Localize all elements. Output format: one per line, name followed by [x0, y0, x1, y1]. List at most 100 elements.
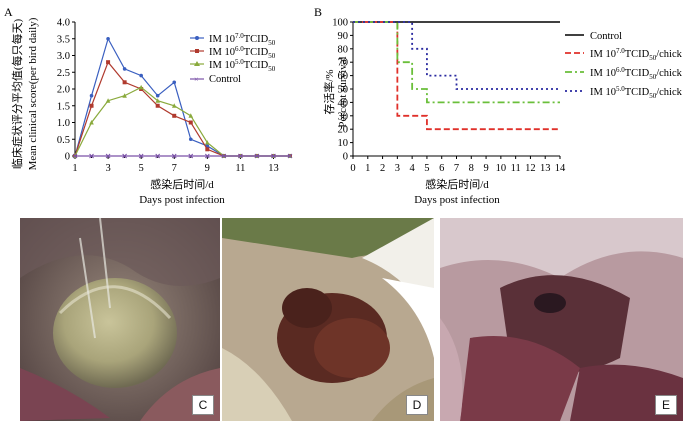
chart-a-xlabel-cn: 感染后时间/d: [150, 177, 214, 191]
chart-a-point: [138, 84, 144, 90]
legend-item-b-4: IM 105.0TCID50/chick: [565, 85, 683, 100]
chart-b-ytick-label: 0: [343, 152, 348, 163]
chart-b-series: [353, 21, 560, 131]
chart-b-xtick-label: 12: [525, 163, 536, 174]
photo-c-image: [20, 218, 220, 421]
chart-a-point: [155, 93, 160, 98]
chart-a-ytick-label: 0.5: [57, 135, 70, 146]
chart-a-point: [106, 36, 110, 41]
legend-label-b-1: Control: [590, 31, 622, 42]
chart-b-xtick-label: 13: [540, 163, 551, 174]
chart-a-point: [89, 153, 94, 159]
chart-a-point: [106, 60, 111, 65]
legend-item-a-1: IM 107.0TCID50: [190, 32, 276, 47]
chart-a-point: [122, 67, 127, 71]
chart-b-xtick-label: 4: [410, 163, 416, 174]
chart-b-xlabel-cn: 感染后时间/d: [425, 177, 489, 191]
chart-b-ylabel-en: Percent survival: [337, 56, 349, 127]
legend-item-a-3: IM 105.0TCID50: [190, 58, 276, 73]
chart-a-point: [254, 153, 260, 159]
legend-item-a-2: IM 106.0TCID50: [190, 45, 276, 60]
chart-b-xtick-label: 6: [439, 163, 444, 174]
chart-b-ytick-label: 80: [338, 44, 349, 55]
chart-a-series-line-3: [74, 86, 290, 157]
chart-a-point: [271, 153, 276, 159]
chart-a-xtick-label: 11: [235, 163, 245, 174]
chart-a-xtick-label: 13: [268, 163, 279, 174]
chart-b-xtick-label: 0: [350, 163, 355, 174]
chart-a-point: [205, 140, 210, 145]
chart-b-ylabel-cn: 存活率/%: [322, 69, 336, 114]
chart-b-ytick-label: 20: [338, 125, 349, 136]
svg-text:IM 107.0TCID50: IM 107.0TCID50: [209, 32, 276, 47]
legend-item-a-4: × Control: [190, 74, 241, 85]
photo-d-image: [222, 218, 434, 421]
chart-a-point: [155, 153, 161, 159]
chart-b-series-line-3: [353, 21, 560, 104]
chart-a-point: [138, 153, 144, 159]
chart-a-ytick-label: 4.0: [57, 18, 70, 29]
chart-b-xtick-label: 8: [469, 163, 474, 174]
chart-b-xtick-label: 10: [496, 163, 507, 174]
chart-a-legend: IM 107.0TCID50 IM 106.0TCID50 IM 105.0TC…: [190, 32, 276, 85]
photo-d: D: [222, 218, 434, 421]
chart-a-point: [287, 153, 293, 159]
chart-a-point: [188, 113, 194, 118]
chart-b-series-line-2: [353, 21, 560, 131]
chart-b-xlabel-en: Days post infection: [414, 194, 500, 206]
photo-c-label: C: [192, 395, 214, 415]
chart-a-point: [122, 153, 127, 159]
chart-a-xtick-label: 7: [172, 163, 177, 174]
chart-a-point: [188, 153, 194, 159]
svg-text:IM 105.0TCID50/chick: IM 105.0TCID50/chick: [590, 85, 683, 100]
chart-b-ytick-label: 40: [338, 98, 349, 109]
chart-a-point: [122, 93, 127, 98]
chart-a-point: [188, 137, 193, 142]
chart-a-point: [221, 153, 227, 159]
chart-a-point: [89, 120, 94, 125]
chart-a-ytick-label: 2.0: [57, 85, 70, 96]
chart-a-point: [172, 80, 177, 85]
chart-b-xtick-label: 1: [365, 163, 370, 174]
chart-b-xtick-label: 3: [395, 163, 400, 174]
photo-e: E: [440, 218, 683, 421]
photo-d-label: D: [406, 395, 428, 415]
chart-a-point: [155, 98, 160, 103]
chart-b-xtick-label: 14: [555, 163, 566, 174]
chart-a-xtick-label: 1: [72, 163, 77, 174]
chart-a-point: [171, 103, 177, 108]
chart-a-ytick-label: 1.5: [57, 101, 70, 112]
chart-b-ytick-label: 60: [338, 71, 349, 82]
chart-a-point: [122, 80, 127, 85]
chart-b-xtick-label: 5: [424, 163, 429, 174]
chart-b-xtick-label: 11: [511, 163, 521, 174]
panel-label-a: A: [4, 5, 13, 19]
chart-a-point: [89, 93, 94, 98]
chart-b-xtick-label: 2: [380, 163, 385, 174]
chart-a-ytick-label: 2.5: [57, 68, 70, 79]
chart-b-ytick-label: 70: [338, 58, 349, 69]
chart-b-xtick-label: 7: [454, 163, 459, 174]
chart-a-xtick-label: 5: [139, 163, 144, 174]
chart-a-point: [72, 153, 78, 159]
chart-a-xlabel-en: Days post infection: [139, 194, 225, 206]
chart-a-point: [188, 120, 193, 125]
svg-text:IM 106.0TCID50: IM 106.0TCID50: [209, 45, 276, 60]
legend-label-a-4: Control: [209, 74, 241, 85]
chart-a-point: [105, 98, 111, 103]
chart-a-ylabel-cn: 临床症状评分平均值(每只每天): [10, 19, 24, 170]
svg-text:×: ×: [194, 75, 199, 84]
chart-b-ytick-label: 10: [338, 138, 349, 149]
chart-a-ytick-label: 3.5: [57, 34, 70, 45]
chart-a-ytick-label: 1.0: [57, 118, 70, 129]
chart-a-ytick-label: 3.0: [57, 51, 70, 62]
chart-b-ytick-label: 90: [338, 31, 349, 42]
svg-text:IM 105.0TCID50: IM 105.0TCID50: [209, 58, 276, 73]
svg-text:IM 106.0TCID50/chick: IM 106.0TCID50/chick: [590, 66, 683, 81]
chart-b-ytick-label: 100: [332, 18, 348, 29]
chart-a-xtick-label: 9: [205, 163, 210, 174]
chart-a-series: [72, 36, 293, 159]
chart-a-point: [204, 153, 210, 159]
